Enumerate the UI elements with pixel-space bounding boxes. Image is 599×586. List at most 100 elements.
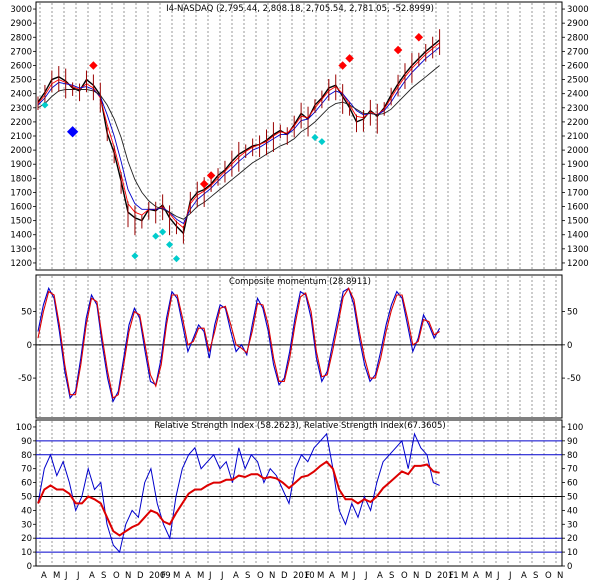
y-tick-label-left: 10 xyxy=(21,548,32,558)
x-tick-label: N xyxy=(413,571,419,581)
x-tick-label: F xyxy=(305,571,310,581)
y-tick-label-left: 2600 xyxy=(10,61,32,71)
y-tick-label-left: 2700 xyxy=(10,47,32,57)
x-tick-label: A xyxy=(521,571,527,581)
y-tick-label-left: 2500 xyxy=(10,76,32,86)
y-tick-label-left: 1500 xyxy=(10,217,32,227)
y-tick-label-left: 2400 xyxy=(10,90,32,100)
x-tick-label: D xyxy=(137,571,144,581)
x-tick-label: S xyxy=(389,571,394,581)
y-tick-label-left: 90 xyxy=(21,437,32,447)
y-tick-label-right: 10 xyxy=(567,548,578,558)
x-tick-label: J xyxy=(508,571,512,581)
y-tick-label-right: 1700 xyxy=(567,188,589,198)
y-tick-label-left: 1700 xyxy=(10,188,32,198)
signal-marker xyxy=(345,54,354,63)
y-tick-label-left: 50 xyxy=(21,492,32,502)
y-tick-label-right: 2500 xyxy=(567,76,589,86)
panel-frame-1 xyxy=(35,274,563,419)
x-tick-label: S xyxy=(533,571,538,581)
x-tick-label: M xyxy=(173,571,180,581)
y-tick-label-right: 1900 xyxy=(567,160,589,170)
momentum-panel-title: Composite momentum (28.8911) xyxy=(229,277,371,287)
x-tick-label: J xyxy=(208,571,212,581)
x-tick-label: M xyxy=(53,571,60,581)
y-tick-label-right: 2700 xyxy=(567,47,589,57)
series-line-1 xyxy=(37,287,440,399)
x-tick-label: S xyxy=(101,571,106,581)
x-tick-label: O xyxy=(545,571,552,581)
y-tick-label-right: 80 xyxy=(567,451,578,461)
y-tick-label-right: 100 xyxy=(567,423,583,433)
price-axis-ticks: 1200 1200 1300 1300 1400 1400 1500 1500 1600 1600… xyxy=(10,5,588,269)
series-line-3 xyxy=(37,65,440,220)
y-tick-label-left: 1800 xyxy=(10,174,32,184)
signal-marker xyxy=(199,179,209,189)
y-tick-label-right: 50 xyxy=(567,308,578,318)
x-tick-label: D xyxy=(281,571,288,581)
y-tick-label-left: 0 xyxy=(27,562,32,572)
x-tick-label: O xyxy=(113,571,120,581)
y-tick-label-right: 0 xyxy=(567,341,572,351)
momentum-series xyxy=(37,286,441,403)
x-tick-label: 2009 xyxy=(149,571,171,581)
x-tick-label: A xyxy=(377,571,383,581)
y-tick-label-left: 100 xyxy=(16,423,32,433)
x-tick-label: A xyxy=(41,571,47,581)
x-tick-label: F xyxy=(449,571,454,581)
y-tick-label-right: 70 xyxy=(567,465,578,475)
signal-marker xyxy=(318,138,326,146)
x-tick-label: N xyxy=(557,571,563,581)
x-tick-label: J xyxy=(496,571,500,581)
y-tick-label-right: 2900 xyxy=(567,19,589,29)
y-tick-label-right: 1200 xyxy=(567,259,589,269)
x-tick-label: M xyxy=(197,571,204,581)
rsi-reference-lines xyxy=(36,440,562,553)
signal-marker xyxy=(172,255,181,263)
y-tick-label-left: 50 xyxy=(21,308,32,318)
y-tick-label-left: 2900 xyxy=(10,19,32,29)
price-panel-title: I4-NASDAQ (2,795.44, 2,808.18, 2,705.54,… xyxy=(166,4,434,14)
y-tick-label-left: 70 xyxy=(21,465,32,475)
x-tick-label: A xyxy=(329,571,335,581)
y-tick-label-left: 1900 xyxy=(10,160,32,170)
panel-frame-2 xyxy=(35,419,563,567)
signal-marker xyxy=(311,133,319,141)
y-tick-label-left: 1200 xyxy=(10,259,32,269)
y-tick-label-right: 2800 xyxy=(567,33,589,43)
y-tick-label-left: 2300 xyxy=(10,104,32,114)
y-tick-label-left: 40 xyxy=(21,506,32,516)
y-tick-label-right: 2300 xyxy=(567,104,589,114)
y-tick-label-right: -50 xyxy=(567,374,581,384)
price-series xyxy=(37,29,441,263)
y-tick-label-right: 2100 xyxy=(567,132,589,142)
x-tick-label: 2010 xyxy=(293,571,315,581)
signal-marker xyxy=(166,241,174,249)
x-tick-label: J xyxy=(76,571,80,581)
signal-marker xyxy=(206,171,216,180)
y-tick-label-right: 1500 xyxy=(567,217,589,227)
rsi-panel-title: Relative Strength Index (58.2623), Relat… xyxy=(154,421,445,431)
x-tick-label: O xyxy=(401,571,408,581)
x-tick-label: N xyxy=(269,571,275,581)
y-tick-label-right: 0 xyxy=(567,562,572,572)
y-tick-label-left: 3000 xyxy=(10,5,32,15)
x-tick-label: M xyxy=(461,571,468,581)
y-tick-label-right: 1800 xyxy=(567,174,589,184)
y-tick-label-left: 2200 xyxy=(10,118,32,128)
x-tick-label: J xyxy=(352,571,356,581)
signal-marker xyxy=(159,228,167,236)
y-tick-label-right: 90 xyxy=(567,437,578,447)
y-tick-label-left: -50 xyxy=(18,374,32,384)
momentum-axis-ticks: -50 -50 0 0 50 50 xyxy=(18,308,581,385)
y-tick-label-left: 80 xyxy=(21,451,32,461)
x-tick-label: D xyxy=(425,571,432,581)
y-tick-label-left: 1300 xyxy=(10,245,32,255)
x-tick-label: A xyxy=(89,571,95,581)
y-tick-label-right: 2000 xyxy=(567,146,589,156)
x-tick-label: S xyxy=(245,571,250,581)
y-tick-label-right: 2200 xyxy=(567,118,589,128)
x-tick-label: A xyxy=(473,571,479,581)
